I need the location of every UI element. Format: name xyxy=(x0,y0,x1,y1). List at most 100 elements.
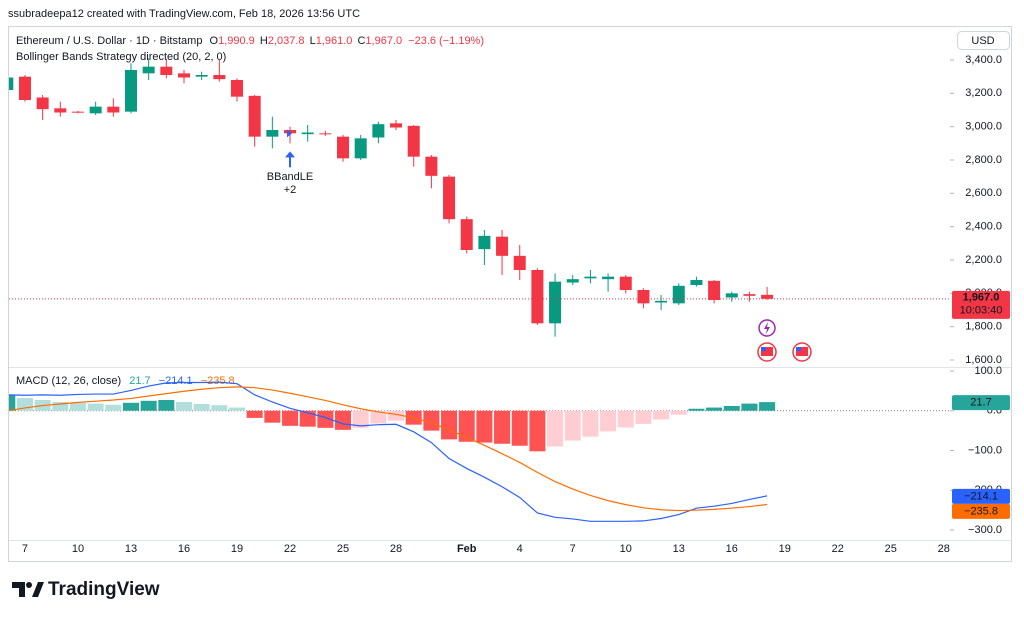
signal-label: BBandLE xyxy=(267,171,313,183)
candle-body xyxy=(725,293,738,298)
countdown-label: 10:03:40 xyxy=(960,305,1003,317)
flag-glyph xyxy=(796,347,801,351)
candle-body xyxy=(372,124,385,138)
y-tick-label: 2,800.0 xyxy=(965,154,1002,166)
candle-body xyxy=(301,132,314,135)
candle-body xyxy=(337,136,350,159)
x-tick-label: 16 xyxy=(178,543,190,555)
x-tick-label: 4 xyxy=(517,543,523,555)
indicator-line xyxy=(9,386,768,512)
candle-body xyxy=(319,133,332,135)
histogram-bar xyxy=(759,402,776,411)
candle-body xyxy=(195,75,208,77)
candle-body xyxy=(266,130,279,137)
candle-body xyxy=(107,106,120,113)
histogram-bar xyxy=(723,405,740,411)
value-box-label: −214.1 xyxy=(964,490,998,502)
candle-body xyxy=(478,235,491,250)
y-tick-label: 3,200.0 xyxy=(965,87,1002,99)
histogram-bar xyxy=(441,410,458,440)
y-tick-label: −100.0 xyxy=(968,444,1002,456)
symbol-legend: Ethereum / U.S. Dollar · 1D · Bitstamp O… xyxy=(16,35,484,47)
x-tick-label: 7 xyxy=(570,543,576,555)
ohlc-value: 1,961.0 xyxy=(316,35,353,47)
x-tick-label: 10 xyxy=(72,543,84,555)
histogram-bar xyxy=(635,410,652,424)
value-box xyxy=(952,503,1010,519)
candle-body xyxy=(407,125,420,157)
histogram-bar xyxy=(476,410,493,443)
y-tick-label: 1,600.0 xyxy=(965,354,1002,366)
candle-body xyxy=(425,156,438,176)
histogram-bar xyxy=(299,410,316,427)
x-tick-label: 10 xyxy=(620,543,632,555)
event-icons xyxy=(757,319,812,362)
y-tick-label: −300.0 xyxy=(968,524,1002,536)
indicator-line xyxy=(9,381,768,522)
histogram-bar xyxy=(670,410,687,415)
candle-body xyxy=(124,70,137,112)
histogram-bar xyxy=(706,407,723,411)
histogram-bar xyxy=(52,401,69,411)
histogram-bar xyxy=(317,410,334,428)
macd-hist-value: 21.7 xyxy=(129,375,150,387)
signal-marker xyxy=(287,129,293,138)
event-glyph xyxy=(764,322,770,334)
candle-body xyxy=(54,108,67,113)
candle-body xyxy=(708,280,721,300)
candle-body xyxy=(36,97,49,110)
histogram-bar xyxy=(105,404,122,411)
value-box xyxy=(952,488,1010,504)
y-tick-label: 100.0 xyxy=(974,365,1002,377)
histogram-bar xyxy=(122,402,139,411)
ohlc-value: 2,037.8 xyxy=(268,35,305,47)
candle-body xyxy=(496,236,509,256)
last-price-label: 1,967.0 xyxy=(963,292,1000,304)
plot-area xyxy=(9,58,950,522)
histogram-bar xyxy=(458,410,475,442)
histogram-bar xyxy=(653,410,670,420)
x-tick-label: 22 xyxy=(284,543,296,555)
brand-logo xyxy=(12,582,44,597)
x-tick-label: Feb xyxy=(457,543,477,555)
histogram-bar xyxy=(352,410,369,428)
candle-body xyxy=(761,294,774,299)
x-tick-label: 13 xyxy=(673,543,685,555)
histogram-bar xyxy=(140,400,157,411)
symbol-title: Ethereum / U.S. Dollar · 1D · Bitstamp xyxy=(16,35,202,47)
histogram-bar xyxy=(388,410,405,421)
ohlc-key: C xyxy=(357,35,365,47)
x-tick-label: 19 xyxy=(779,543,791,555)
chart-frame xyxy=(8,26,1012,562)
x-tick-label: 25 xyxy=(885,543,897,555)
histogram-bar xyxy=(211,405,228,411)
candle-body xyxy=(178,73,190,78)
indicator-legend: Bollinger Bands Strategy directed (20, 2… xyxy=(16,51,226,63)
histogram-bar xyxy=(423,410,440,431)
logo-shape xyxy=(12,582,25,597)
candle-body xyxy=(443,176,456,220)
candle-body xyxy=(743,294,756,296)
candle-body xyxy=(619,276,632,290)
ohlc-value: 1,967.0 xyxy=(365,35,402,47)
histogram-bar xyxy=(582,410,599,437)
histogram-bar xyxy=(335,410,352,430)
histogram-bar xyxy=(193,403,210,411)
x-tick-label: 7 xyxy=(22,543,28,555)
candle-body xyxy=(549,281,562,324)
change-value: −23.6 (−1.19%) xyxy=(408,35,484,47)
candle-body xyxy=(602,276,615,280)
ohlc-key: L xyxy=(310,35,316,47)
candle-body xyxy=(460,219,473,250)
histogram-bar xyxy=(688,408,705,411)
currency-button[interactable] xyxy=(957,31,1010,50)
y-tick-label: 3,000.0 xyxy=(965,121,1002,133)
logo-shape xyxy=(32,582,44,597)
x-tick-label: 28 xyxy=(390,543,402,555)
signal-sublabel: +2 xyxy=(284,184,297,196)
y-tick-label: 2,600.0 xyxy=(965,187,1002,199)
candle-body xyxy=(584,276,597,279)
x-tick-label: 16 xyxy=(726,543,738,555)
flag-glyph xyxy=(761,347,773,356)
